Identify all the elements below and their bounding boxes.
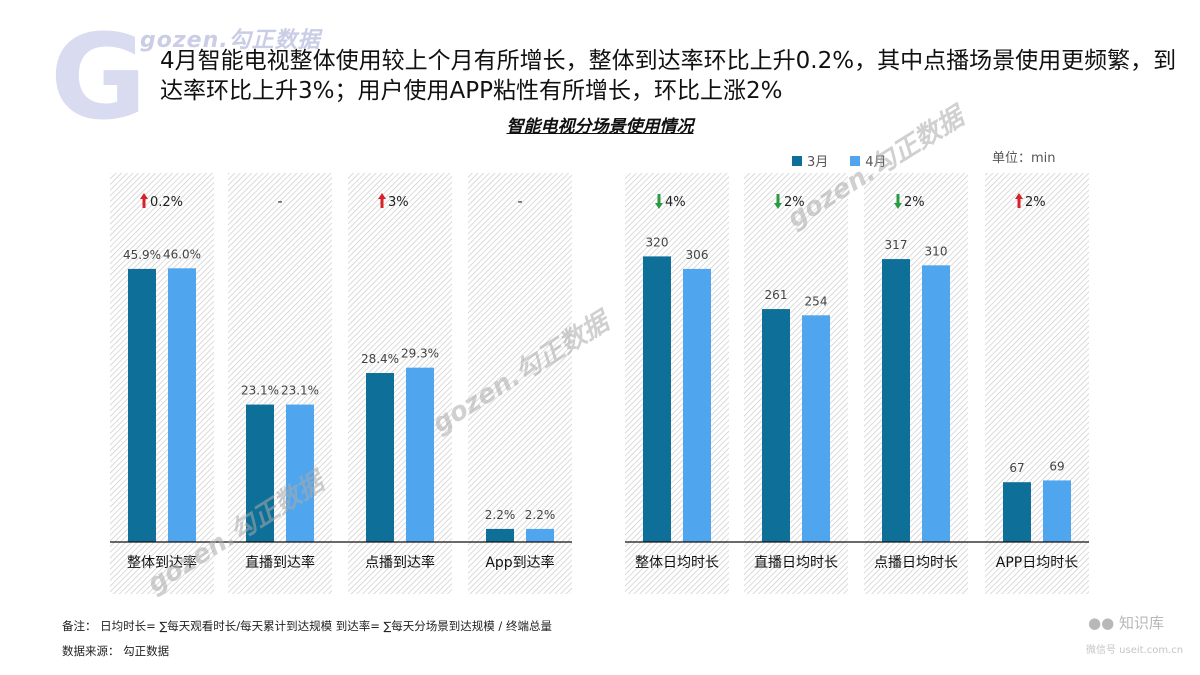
category-panel-6 <box>864 173 968 594</box>
data-label-march-7: 67 <box>1009 461 1024 475</box>
category-label-5: 直播日均时长 <box>754 554 838 571</box>
category-panel-0 <box>110 173 214 594</box>
arrow-down-icon-6 <box>894 194 902 209</box>
bar-april-6 <box>922 265 950 542</box>
legend-item-april: 4月 <box>850 151 887 170</box>
data-label-april-4: 306 <box>686 248 709 262</box>
category-label-1: 直播到达率 <box>245 554 315 571</box>
change-label-3: - <box>517 194 522 210</box>
category-label-7: APP日均时长 <box>996 555 1078 571</box>
bar-march-2 <box>366 373 394 542</box>
arrow-down-icon-5 <box>774 194 782 209</box>
bar-march-4 <box>643 256 671 542</box>
data-label-april-5: 254 <box>805 294 828 308</box>
arrow-up-icon-2 <box>378 193 386 208</box>
data-label-march-6: 317 <box>885 238 908 252</box>
bar-april-4 <box>683 268 711 542</box>
unit-label: 单位：min <box>992 151 1056 166</box>
legend-item-march: 3月 <box>792 151 828 170</box>
legend: 3月 4月 <box>792 151 909 170</box>
legend-label-april: 4月 <box>865 155 887 170</box>
wechat-id: 微信号 useit.com.cn <box>1086 645 1184 656</box>
data-label-april-6: 310 <box>925 244 948 258</box>
bar-march-5 <box>762 309 790 542</box>
bar-march-7 <box>1003 482 1031 542</box>
category-label-4: 整体日均时长 <box>635 555 719 571</box>
watermark-brand-logo: gozen.勾正数据 <box>140 28 321 53</box>
bar-march-3 <box>486 528 514 542</box>
category-panel-5 <box>744 173 848 594</box>
data-label-april-1: 23.1% <box>281 384 319 398</box>
data-label-march-1: 23.1% <box>241 384 279 398</box>
arrow-down-icon-4 <box>655 194 663 209</box>
data-label-march-4: 320 <box>646 235 669 249</box>
legend-swatch-march <box>792 155 802 166</box>
bar-april-5 <box>802 315 830 542</box>
bar-march-1 <box>246 404 274 542</box>
data-label-april-3: 2.2% <box>525 508 556 522</box>
change-label-7: 2% <box>1025 195 1046 210</box>
data-label-march-3: 2.2% <box>485 508 516 522</box>
headline: 4月智能电视整体使用较上个月有所增长，整体到达率环比上升0.2%，其中点播场景使… <box>160 48 1177 104</box>
category-label-2: 点播到达率 <box>365 554 435 571</box>
change-label-4: 4% <box>665 195 686 210</box>
change-label-1: - <box>277 194 282 210</box>
bar-april-7 <box>1043 480 1071 542</box>
category-panel-3 <box>468 173 572 594</box>
arrow-up-icon-7 <box>1015 193 1023 208</box>
change-label-5: 2% <box>784 195 805 210</box>
change-label-6: 2% <box>904 195 925 210</box>
category-label-0: 整体到达率 <box>127 554 197 571</box>
bar-march-6 <box>882 259 910 542</box>
bar-april-3 <box>526 528 554 542</box>
watermark-logo-g: G <box>50 8 147 146</box>
bar-april-2 <box>406 367 434 542</box>
category-panel-4 <box>625 173 729 594</box>
arrow-up-icon-0 <box>140 193 148 208</box>
bar-april-1 <box>286 404 314 542</box>
data-label-march-5: 261 <box>765 288 788 302</box>
category-label-3: App到达率 <box>485 554 554 571</box>
wechat-name: 知识库 <box>1118 614 1164 632</box>
change-label-2: 3% <box>388 195 409 210</box>
category-panel-7 <box>985 173 1089 594</box>
wechat-icon: ●● <box>1088 614 1115 632</box>
legend-swatch-april <box>850 155 861 166</box>
data-label-april-2: 29.3% <box>401 347 439 361</box>
bar-april-0 <box>168 268 196 542</box>
data-label-march-0: 45.9% <box>123 248 161 262</box>
footnote-source: 数据来源： 勾正数据 <box>62 644 170 658</box>
data-label-april-7: 69 <box>1049 459 1064 473</box>
footnote-definition: 备注： 日均时长= ∑每天观看时长/每天累计到达规模 到达率= ∑每天分场景到达… <box>62 619 552 633</box>
category-label-6: 点播日均时长 <box>874 555 958 571</box>
chart-title: 智能电视分场景使用情况 <box>506 117 694 137</box>
bar-march-0 <box>128 268 156 542</box>
category-panel-2 <box>348 173 452 594</box>
change-label-0: 0.2% <box>150 195 183 210</box>
category-panel-1 <box>228 173 332 594</box>
data-label-april-0: 46.0% <box>163 247 201 261</box>
wechat-watermark: ●● 知识库 <box>1088 612 1164 633</box>
legend-label-march: 3月 <box>807 155 829 170</box>
data-label-march-2: 28.4% <box>361 352 399 366</box>
